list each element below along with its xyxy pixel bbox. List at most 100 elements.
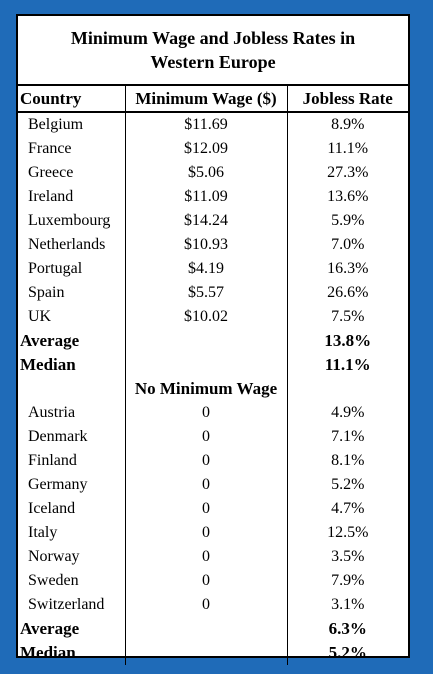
median-row: Median 5.2% [18, 641, 408, 665]
jobless-cell: 3.1% [286, 593, 408, 617]
country-cell: Austria [28, 404, 76, 421]
table-title: Minimum Wage and Jobless Rates in Wester… [18, 16, 408, 86]
table-row: UK $10.02 7.5% [18, 305, 408, 329]
title-line-1: Minimum Wage and Jobless Rates in [70, 28, 356, 48]
average-label: Average [20, 331, 80, 350]
header-min-wage: Minimum Wage ($) [124, 86, 287, 113]
average-value: 6.3% [286, 617, 408, 641]
jobless-cell: 7.0% [286, 233, 408, 257]
country-cell: UK [28, 308, 52, 325]
empty-cell [124, 353, 287, 377]
table-row: Greece $5.06 27.3% [18, 161, 408, 185]
jobless-cell: 7.5% [286, 305, 408, 329]
table-row: Iceland 0 4.7% [18, 497, 408, 521]
jobless-cell: 12.5% [286, 521, 408, 545]
country-cell: Italy [28, 524, 58, 541]
table-row: Switzerland 0 3.1% [18, 593, 408, 617]
country-cell: France [28, 140, 72, 157]
median-value: 5.2% [286, 641, 408, 665]
country-cell: Finland [28, 452, 77, 469]
no-min-wage-header-row: No Minimum Wage [18, 377, 408, 401]
table-row: Germany 0 5.2% [18, 473, 408, 497]
header-jobless: Jobless Rate [286, 86, 408, 113]
table-row: Denmark 0 7.1% [18, 425, 408, 449]
country-cell: Germany [28, 476, 88, 493]
jobless-cell: 13.6% [286, 185, 408, 209]
min-wage-cell: 0 [124, 401, 287, 425]
average-label: Average [20, 619, 80, 638]
table-row: Norway 0 3.5% [18, 545, 408, 569]
empty-cell [124, 641, 287, 665]
table-row: Spain $5.57 26.6% [18, 281, 408, 305]
jobless-cell: 11.1% [286, 137, 408, 161]
table-row: Luxembourg $14.24 5.9% [18, 209, 408, 233]
jobless-cell: 5.9% [286, 209, 408, 233]
jobless-cell: 16.3% [286, 257, 408, 281]
median-value: 11.1% [286, 353, 408, 377]
header-country: Country [18, 86, 125, 113]
min-wage-cell: 0 [124, 569, 287, 593]
min-wage-cell: $10.93 [124, 233, 287, 257]
jobless-cell: 7.9% [286, 569, 408, 593]
min-wage-cell: $4.19 [124, 257, 287, 281]
jobless-cell: 5.2% [286, 473, 408, 497]
min-wage-cell: 0 [124, 449, 287, 473]
country-cell: Spain [28, 284, 65, 301]
country-cell: Sweden [28, 572, 79, 589]
min-wage-cell: 0 [124, 425, 287, 449]
table-row: Portugal $4.19 16.3% [18, 257, 408, 281]
jobless-cell: 8.9% [286, 112, 408, 137]
empty-cell [124, 617, 287, 641]
empty-cell [18, 377, 125, 401]
title-line-2: Western Europe [150, 52, 276, 72]
table-row: Netherlands $10.93 7.0% [18, 233, 408, 257]
jobless-cell: 8.1% [286, 449, 408, 473]
median-label: Median [20, 355, 76, 374]
table-row: Ireland $11.09 13.6% [18, 185, 408, 209]
table-row: Finland 0 8.1% [18, 449, 408, 473]
wage-jobless-table: Country Minimum Wage ($) Jobless Rate Be… [18, 86, 408, 665]
country-cell: Greece [28, 164, 74, 181]
min-wage-cell: $5.57 [124, 281, 287, 305]
table-row: Belgium $11.69 8.9% [18, 112, 408, 137]
min-wage-cell: 0 [124, 497, 287, 521]
country-cell: Iceland [28, 500, 76, 517]
average-row: Average 13.8% [18, 329, 408, 353]
min-wage-cell: 0 [124, 473, 287, 497]
country-cell: Luxembourg [28, 212, 111, 229]
min-wage-cell: $11.69 [124, 112, 287, 137]
country-cell: Denmark [28, 428, 88, 445]
empty-cell [124, 329, 287, 353]
jobless-cell: 4.7% [286, 497, 408, 521]
jobless-cell: 4.9% [286, 401, 408, 425]
median-label: Median [20, 643, 76, 662]
min-wage-cell: 0 [124, 545, 287, 569]
country-cell: Ireland [28, 188, 74, 205]
jobless-cell: 3.5% [286, 545, 408, 569]
min-wage-cell: $14.24 [124, 209, 287, 233]
table-row: France $12.09 11.1% [18, 137, 408, 161]
average-row: Average 6.3% [18, 617, 408, 641]
min-wage-cell: 0 [124, 593, 287, 617]
min-wage-cell: $12.09 [124, 137, 287, 161]
min-wage-cell: $10.02 [124, 305, 287, 329]
country-cell: Switzerland [28, 596, 105, 613]
country-cell: Portugal [28, 260, 83, 277]
average-value: 13.8% [286, 329, 408, 353]
median-row: Median 11.1% [18, 353, 408, 377]
table-panel: Minimum Wage and Jobless Rates in Wester… [16, 14, 410, 665]
table-row: Sweden 0 7.9% [18, 569, 408, 593]
country-cell: Netherlands [28, 236, 106, 253]
jobless-cell: 27.3% [286, 161, 408, 185]
table-row: Austria 0 4.9% [18, 401, 408, 425]
min-wage-cell: $11.09 [124, 185, 287, 209]
min-wage-cell: 0 [124, 521, 287, 545]
table-row: Italy 0 12.5% [18, 521, 408, 545]
country-cell: Norway [28, 548, 80, 565]
jobless-cell: 7.1% [286, 425, 408, 449]
country-cell: Belgium [28, 116, 84, 133]
min-wage-cell: $5.06 [124, 161, 287, 185]
empty-cell [286, 377, 408, 401]
no-min-wage-label: No Minimum Wage [124, 377, 287, 401]
